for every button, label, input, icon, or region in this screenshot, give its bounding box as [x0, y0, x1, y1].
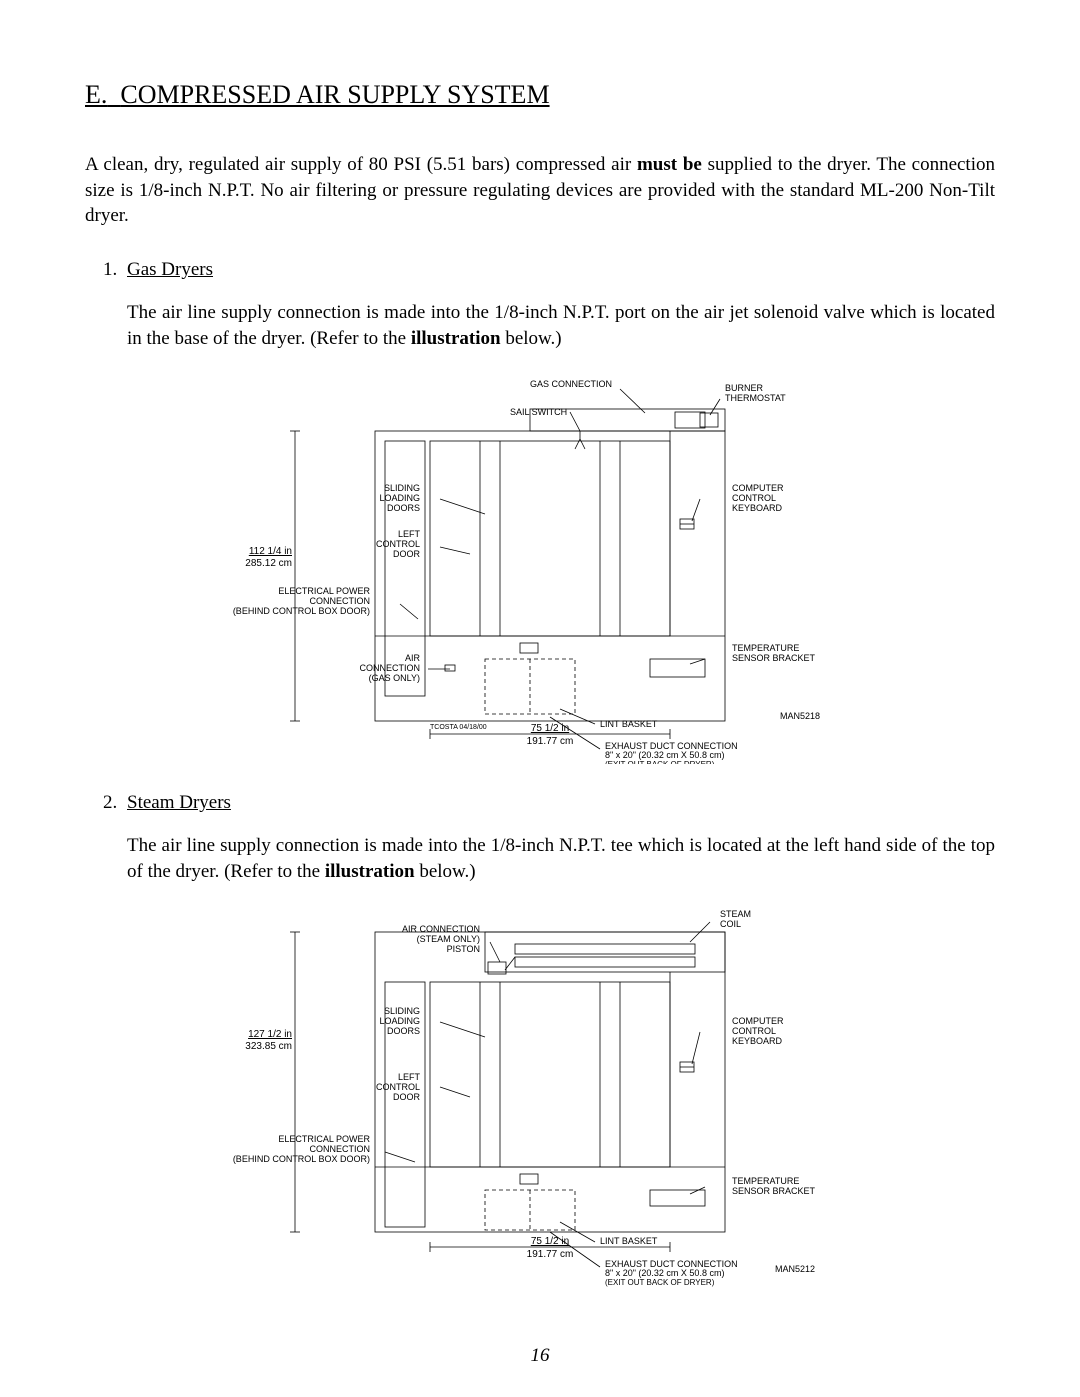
intro-b1: must be — [637, 154, 702, 175]
d2-steam1: STEAM — [720, 909, 751, 919]
diagram1-wrap: GAS CONNECTION BURNER THERMOSTAT SAIL SW… — [85, 369, 995, 764]
d2-sliding2: LOADING — [379, 1016, 420, 1026]
d1-partno: MAN5218 — [780, 711, 820, 721]
d1-dim-v-in: 112 1/4 in — [249, 546, 292, 557]
page: E. COMPRESSED AIR SUPPLY SYSTEM A clean,… — [0, 0, 1080, 1397]
intro-paragraph: A clean, dry, regulated air supply of 80… — [85, 152, 995, 229]
d2-ex3: (EXIT OUT BACK OF DRYER) — [605, 1278, 715, 1287]
d1-burner1: BURNER — [725, 383, 764, 393]
d1-air3: (GAS ONLY) — [369, 673, 420, 683]
item2-num: 2. — [103, 792, 127, 814]
d2-lint: LINT BASKET — [600, 1236, 658, 1246]
d1-temp1: TEMPERATURE — [732, 643, 799, 653]
d2-dim-h-in: 75 1/2 in — [531, 1236, 569, 1247]
d1-elec1: ELECTRICAL POWER — [278, 586, 370, 596]
item1-label: Gas Dryers — [127, 259, 213, 281]
d2-left2: CONTROL — [376, 1082, 420, 1092]
diagram2: STEAM COIL AIR CONNECTION (STEAM ONLY) P… — [220, 902, 860, 1297]
d1-elec3: (BEHIND CONTROL BOX DOOR) — [233, 606, 370, 616]
d2-temp2: SENSOR BRACKET — [732, 1186, 816, 1196]
d2-elec3: (BEHIND CONTROL BOX DOOR) — [233, 1154, 370, 1164]
d1-sail: SAIL SWITCH — [510, 407, 567, 417]
d2-dim-h-cm: 191.77 cm — [527, 1249, 574, 1260]
item2-label: Steam Dryers — [127, 792, 231, 814]
d1-air1: AIR — [405, 653, 421, 663]
d1-rev: TCOSTA 04/18/00 — [430, 724, 487, 731]
d1-dim-v-cm: 285.12 cm — [245, 558, 292, 569]
d1-air2: CONNECTION — [360, 663, 421, 673]
d2-elec2: CONNECTION — [310, 1144, 371, 1154]
item2-t1: The air line supply connection is made i… — [127, 835, 995, 882]
d2-comp1: COMPUTER — [732, 1016, 784, 1026]
d1-left1: LEFT — [398, 529, 421, 539]
d2-air1: AIR CONNECTION — [402, 924, 480, 934]
d2-left3: DOOR — [393, 1092, 421, 1102]
d1-ex3: (EXIT OUT BACK OF DRYER) — [605, 760, 715, 764]
d1-burner2: THERMOSTAT — [725, 393, 786, 403]
d1-ex2: 8" x 20" (20.32 cm X 50.8 cm) — [605, 750, 724, 760]
intro-t1: A clean, dry, regulated air supply of 80… — [85, 154, 637, 175]
diagram1: GAS CONNECTION BURNER THERMOSTAT SAIL SW… — [220, 369, 860, 764]
d1-gas-connection: GAS CONNECTION — [530, 379, 612, 389]
d1-dim-h-cm: 191.77 cm — [527, 736, 574, 747]
item1-t2: below.) — [501, 328, 562, 349]
diagram2-wrap: STEAM COIL AIR CONNECTION (STEAM ONLY) P… — [85, 902, 995, 1297]
d2-sliding1: SLIDING — [384, 1006, 420, 1016]
d2-left1: LEFT — [398, 1072, 421, 1082]
d1-dim-h-in: 75 1/2 in — [531, 723, 569, 734]
d2-comp2: CONTROL — [732, 1026, 776, 1036]
item2-header: 2. Steam Dryers — [103, 792, 995, 814]
d1-left2: CONTROL — [376, 539, 420, 549]
d2-dim-v-cm: 323.85 cm — [245, 1041, 292, 1052]
d2-partno: MAN5212 — [775, 1264, 815, 1274]
item1-b1: illustration — [411, 328, 501, 349]
d2-dim-v-in: 127 1/2 in — [248, 1029, 292, 1040]
d1-sliding3: DOORS — [387, 503, 420, 513]
d2-sliding3: DOORS — [387, 1026, 420, 1036]
d1-comp2: CONTROL — [732, 493, 776, 503]
page-number: 16 — [0, 1345, 1080, 1367]
item2-t2: below.) — [415, 861, 476, 882]
d2-steam2: COIL — [720, 919, 741, 929]
d1-temp2: SENSOR BRACKET — [732, 653, 816, 663]
d1-left3: DOOR — [393, 549, 421, 559]
section-title: E. COMPRESSED AIR SUPPLY SYSTEM — [85, 80, 995, 110]
d1-sliding1: SLIDING — [384, 483, 420, 493]
item1-header: 1. Gas Dryers — [103, 259, 995, 281]
d2-piston: PISTON — [447, 944, 480, 954]
d1-elec2: CONNECTION — [310, 596, 371, 606]
d1-sliding2: LOADING — [379, 493, 420, 503]
item2-b1: illustration — [325, 861, 415, 882]
d1-comp3: KEYBOARD — [732, 503, 783, 513]
d1-comp1: COMPUTER — [732, 483, 784, 493]
d2-ex2: 8" x 20" (20.32 cm X 50.8 cm) — [605, 1268, 724, 1278]
d2-temp1: TEMPERATURE — [732, 1176, 799, 1186]
item2-body: The air line supply connection is made i… — [127, 833, 995, 884]
d2-comp3: KEYBOARD — [732, 1036, 783, 1046]
item1-body: The air line supply connection is made i… — [127, 300, 995, 351]
section-heading: COMPRESSED AIR SUPPLY SYSTEM — [120, 80, 549, 109]
d2-elec1: ELECTRICAL POWER — [278, 1134, 370, 1144]
d2-air2: (STEAM ONLY) — [417, 934, 480, 944]
section-letter: E. — [85, 80, 107, 109]
item1-num: 1. — [103, 259, 127, 281]
d1-lint: LINT BASKET — [600, 719, 658, 729]
